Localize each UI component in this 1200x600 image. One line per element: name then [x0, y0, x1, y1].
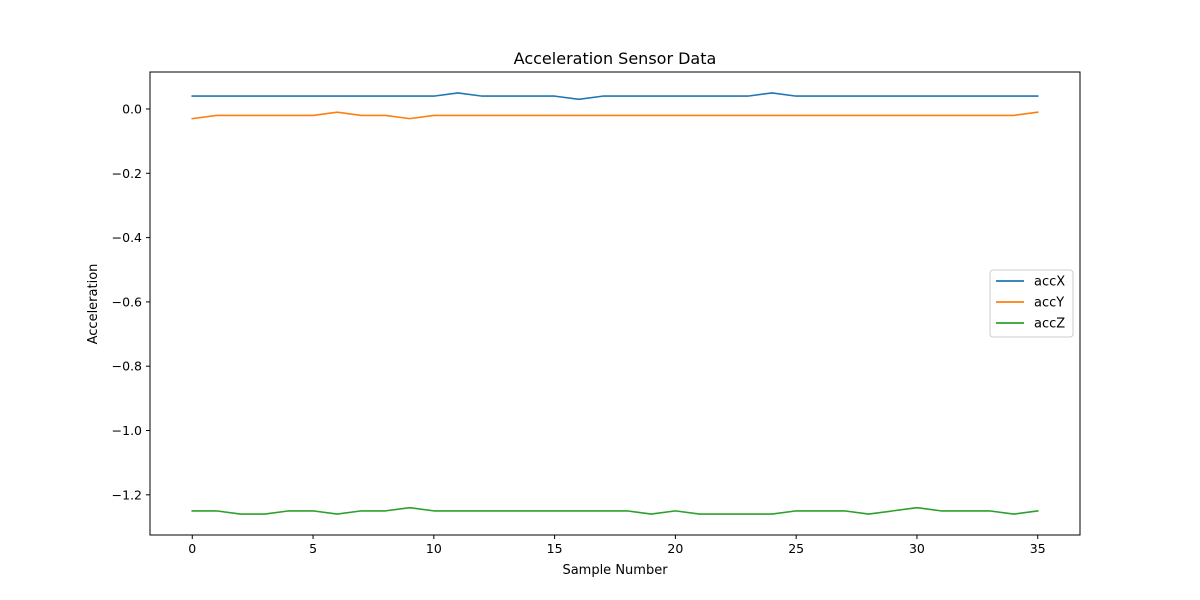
- legend-label-accY: accY: [1034, 296, 1064, 311]
- y-tick-label: −0.8: [112, 359, 142, 374]
- y-axis-ticks: 0.0 −0.2 −0.4 −0.6 −0.8 −1.0 −1.2: [112, 101, 150, 502]
- y-axis-title: Acceleration: [86, 264, 101, 345]
- x-axis-ticks: 0 5 10 15 20 25 30 35: [188, 535, 1046, 556]
- legend-entries: accX accY accZ: [996, 275, 1065, 332]
- x-tick-label: 5: [309, 541, 317, 556]
- series-line-accX: [191, 92, 1039, 101]
- legend-label-accZ: accZ: [1034, 317, 1065, 332]
- y-tick-label: −0.4: [112, 230, 142, 245]
- x-tick-label: 35: [1030, 541, 1046, 556]
- y-tick-label: 0.0: [122, 101, 142, 116]
- plot-area-frame: [149, 71, 1081, 536]
- legend-box: [989, 269, 1074, 338]
- x-tick-label: 25: [788, 541, 804, 556]
- x-tick-label: 20: [667, 541, 683, 556]
- x-tick-label: 15: [547, 541, 563, 556]
- y-tick-label: −0.6: [112, 294, 142, 309]
- y-tick-label: −1.0: [112, 423, 142, 438]
- chart-title: Acceleration Sensor Data: [514, 49, 717, 68]
- x-tick-label: 10: [426, 541, 442, 556]
- y-tick-label: −1.2: [112, 487, 142, 502]
- legend-label-accX: accX: [1034, 275, 1065, 290]
- legend: accX accY accZ: [989, 269, 1074, 338]
- x-axis-title: Sample Number: [562, 563, 668, 578]
- y-tick-label: −0.2: [112, 166, 142, 181]
- series-line-accZ: [191, 506, 1039, 515]
- series-layer: [191, 92, 1039, 515]
- x-tick-label: 30: [909, 541, 925, 556]
- x-tick-label: 0: [188, 541, 196, 556]
- series-line-accY: [191, 111, 1039, 120]
